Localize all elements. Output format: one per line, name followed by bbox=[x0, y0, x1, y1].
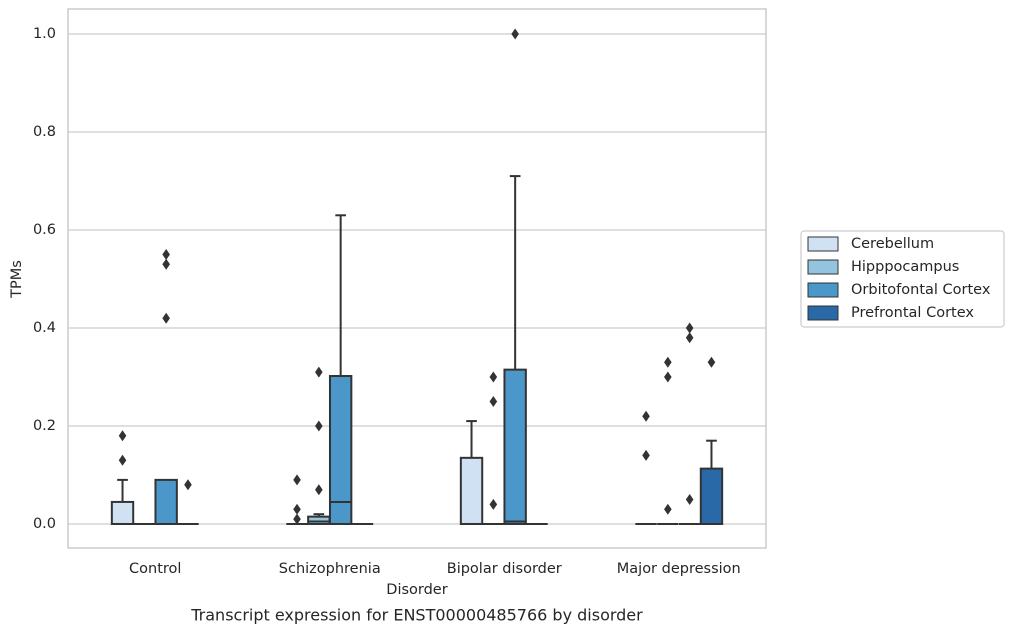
legend-label: Orbitofontal Cortex bbox=[851, 282, 991, 298]
outlier bbox=[642, 449, 650, 461]
legend-swatch bbox=[807, 236, 839, 252]
box bbox=[307, 515, 331, 525]
outlier bbox=[184, 479, 192, 491]
outlier bbox=[685, 493, 694, 505]
x-tick-label: Major depression bbox=[617, 561, 741, 577]
box bbox=[459, 456, 484, 525]
outlier bbox=[315, 366, 323, 378]
outlier bbox=[315, 420, 323, 432]
chart-title: Transcript expression for ENST0000048576… bbox=[190, 606, 643, 625]
outlier bbox=[315, 484, 323, 496]
box bbox=[699, 467, 724, 525]
legend-label: Hipppocampus bbox=[851, 259, 959, 275]
legend-swatch bbox=[807, 305, 839, 321]
outlier bbox=[162, 312, 170, 324]
y-tick-label: 0.2 bbox=[33, 418, 56, 434]
outlier bbox=[118, 454, 127, 466]
y-tick-label: 0.0 bbox=[33, 516, 56, 532]
outlier bbox=[293, 513, 301, 525]
outlier bbox=[685, 332, 694, 344]
outlier bbox=[685, 322, 694, 334]
y-tick-label: 0.8 bbox=[33, 124, 56, 140]
outlier bbox=[118, 430, 127, 442]
box bbox=[154, 478, 178, 525]
box bbox=[110, 500, 135, 525]
y-tick-label: 0.4 bbox=[33, 320, 56, 336]
box bbox=[328, 375, 353, 525]
outlier bbox=[293, 474, 301, 486]
outlier bbox=[664, 356, 672, 368]
outlier bbox=[664, 371, 672, 383]
outlier bbox=[162, 258, 170, 270]
outlier bbox=[707, 356, 716, 368]
y-tick-label: 1.0 bbox=[33, 26, 56, 42]
y-axis-label: TPMs bbox=[9, 260, 25, 299]
legend-swatch bbox=[807, 282, 839, 298]
outlier bbox=[489, 498, 498, 510]
outlier bbox=[293, 503, 301, 515]
x-axis-label: Disorder bbox=[386, 582, 447, 598]
x-tick-label: Bipolar disorder bbox=[447, 561, 562, 577]
outlier bbox=[489, 395, 498, 407]
outlier bbox=[664, 503, 672, 515]
x-tick-label: Schizophrenia bbox=[279, 561, 381, 577]
box bbox=[503, 368, 527, 525]
legend-frame bbox=[800, 230, 1005, 328]
legend-label: Prefrontal Cortex bbox=[851, 305, 974, 321]
legend-swatch bbox=[807, 259, 839, 275]
legend-label: Cerebellum bbox=[851, 236, 934, 252]
y-tick-label: 0.6 bbox=[33, 222, 56, 238]
legend: Cerebellum Hipppocampus Orbitofontal Corte… bbox=[800, 230, 1005, 328]
outlier bbox=[162, 248, 170, 260]
x-tick-label: Control bbox=[129, 561, 181, 577]
outlier bbox=[489, 371, 498, 383]
outlier bbox=[642, 410, 650, 422]
outlier bbox=[511, 28, 519, 40]
plot-frame bbox=[67, 8, 767, 549]
